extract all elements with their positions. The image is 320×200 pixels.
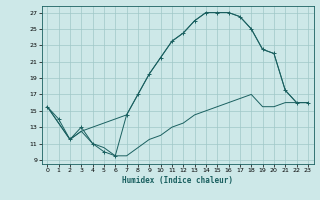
X-axis label: Humidex (Indice chaleur): Humidex (Indice chaleur) bbox=[122, 176, 233, 185]
